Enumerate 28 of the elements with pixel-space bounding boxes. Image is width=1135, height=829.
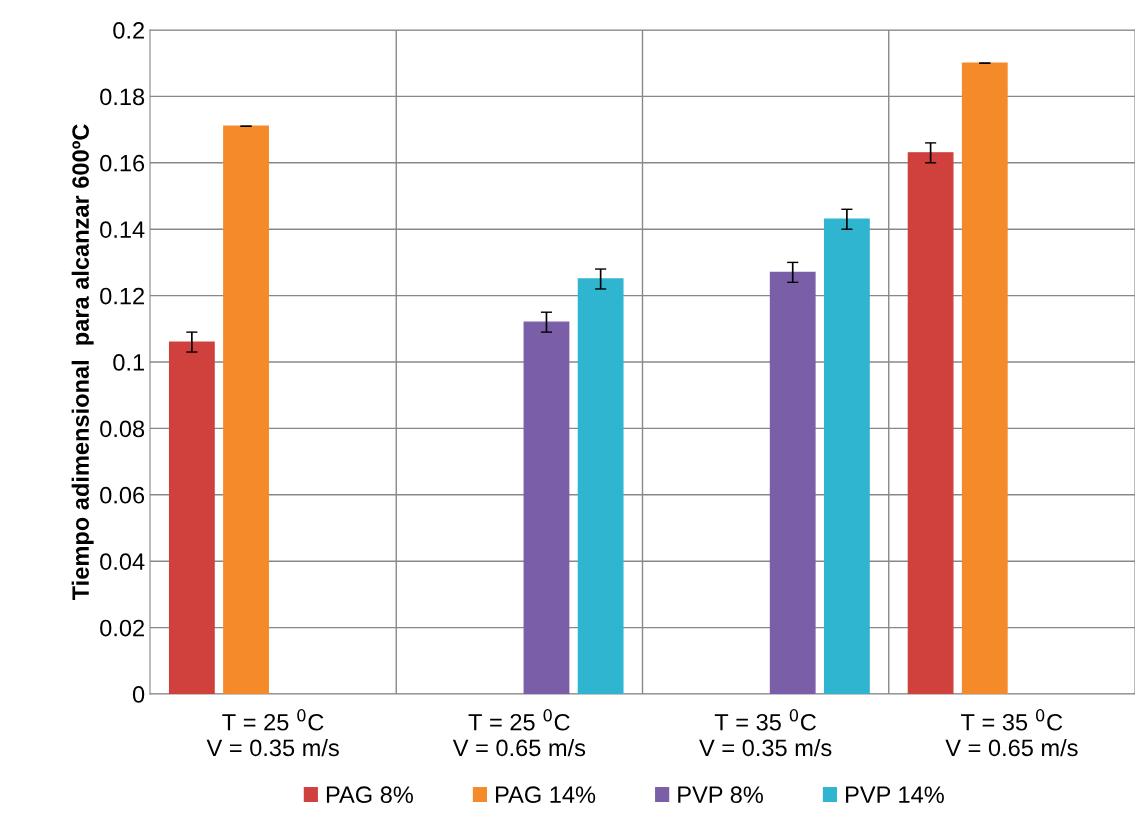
bar <box>907 152 954 694</box>
legend-label: PAG 8% <box>326 786 413 804</box>
bar <box>823 218 870 694</box>
x-tick-label: T = 25 $^{0}$C V = 0.65 m/s <box>452 709 586 757</box>
legend-label: PVP 14% <box>846 786 944 803</box>
y-tick-label: 0.04 <box>100 553 145 570</box>
x-tick-label: T = 25 $^{0}$C V = 0.35 m/s <box>206 709 339 757</box>
bar <box>769 271 816 694</box>
y-tick-label: 0.1 <box>113 354 144 371</box>
bar <box>961 62 1008 694</box>
y-tick-label: 0.2 <box>113 22 144 39</box>
y-axis-title: Tiempo adimensional para alcanzar 600ºC <box>71 124 94 601</box>
legend-label: PAG 14% <box>496 786 596 804</box>
y-tick-label: 0.18 <box>100 88 145 106</box>
y-tick-label: 0.12 <box>100 287 144 305</box>
y-tick-label: 0.02 <box>100 619 144 637</box>
bar <box>523 321 570 694</box>
y-tick-label: 0.16 <box>100 154 145 172</box>
y-tick-label: 0.06 <box>100 486 145 504</box>
y-tick-label: 0.08 <box>100 420 145 438</box>
legend-label: PVP 8% <box>678 786 763 804</box>
y-tick-label: 0 <box>132 686 145 703</box>
x-tick-label: T = 35 $^{0}$C V = 0.65 m/s <box>945 709 1078 757</box>
x-tick-label: T = 35 $^{0}$C V = 0.35 m/s <box>699 709 832 757</box>
bar <box>577 278 624 694</box>
y-tick-label: 0.14 <box>100 221 145 238</box>
bar <box>223 125 269 694</box>
bar <box>168 341 215 694</box>
